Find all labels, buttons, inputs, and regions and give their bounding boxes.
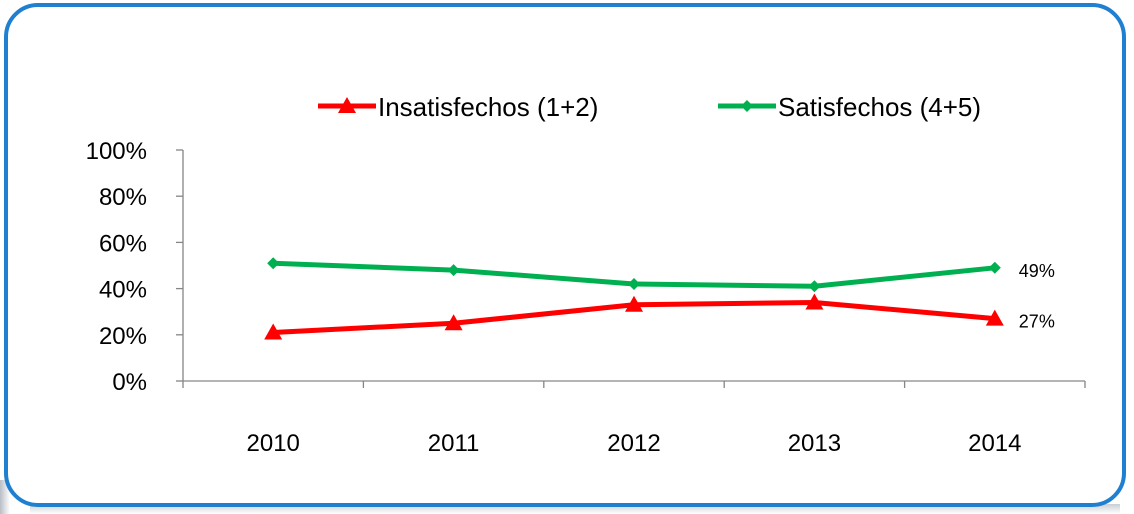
y-tick-label: 100% (86, 138, 147, 165)
data-point-marker (628, 278, 640, 290)
y-tick-label: 60% (99, 230, 147, 257)
x-axis-ticks: 2010 2011 2012 2013 2014 (183, 381, 1085, 457)
series-layer: 27% 49% (264, 257, 1055, 339)
x-tick-label: 2010 (247, 430, 300, 457)
data-point-marker (808, 280, 820, 292)
y-tick-label: 80% (99, 184, 147, 211)
end-data-label: 49% (1019, 261, 1055, 281)
x-tick-label: 2011 (428, 430, 480, 457)
x-tick-label: 2014 (968, 430, 1021, 457)
data-point-marker (989, 262, 1001, 274)
legend-item-0: Insatisfechos (1+2) (318, 92, 598, 122)
legend-label: Insatisfechos (1+2) (378, 92, 598, 122)
x-tick-label: 2012 (607, 430, 660, 457)
series-0: 27% (264, 293, 1055, 339)
legend-marker (741, 100, 753, 112)
y-axis-ticks: 0% 20% 40% 60% 80% 100% (86, 138, 183, 396)
data-point-marker (448, 264, 460, 276)
y-tick-label: 40% (99, 277, 147, 304)
y-tick-label: 0% (112, 369, 147, 396)
legend-label: Satisfechos (4+5) (778, 92, 981, 122)
y-tick-label: 20% (99, 323, 147, 350)
legend: Insatisfechos (1+2) Satisfechos (4+5) (318, 92, 981, 122)
legend-item-1: Satisfechos (4+5) (718, 92, 981, 122)
end-data-label: 27% (1019, 312, 1055, 332)
data-point-marker (267, 257, 279, 269)
x-tick-label: 2013 (788, 430, 841, 457)
series-1: 49% (267, 257, 1055, 292)
